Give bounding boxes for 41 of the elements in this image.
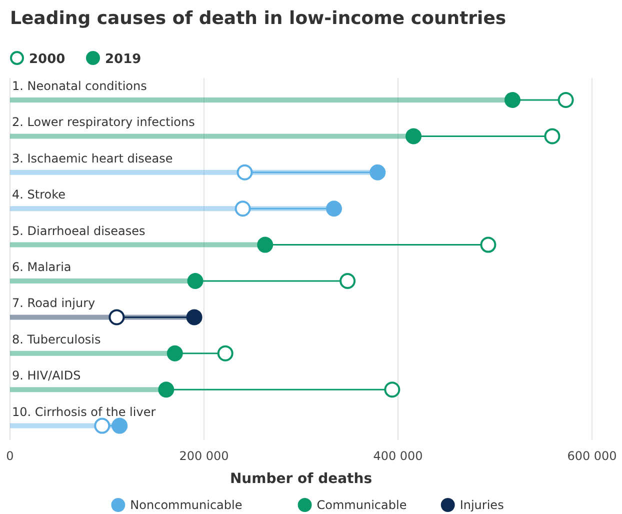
y-tick-label: 3. Ischaemic heart disease xyxy=(12,151,173,166)
point xyxy=(234,200,251,217)
legend-label: Communicable xyxy=(316,498,407,512)
y-tick-label: 7. Road injury xyxy=(12,296,96,310)
x-tick-label: 600 000 xyxy=(567,449,617,463)
point xyxy=(217,345,234,362)
point xyxy=(257,236,274,253)
x-tick-label: 400 000 xyxy=(373,449,423,463)
point xyxy=(544,128,560,144)
point xyxy=(166,345,183,362)
point xyxy=(340,273,356,289)
y-tick-label: 10. Cirrhosis of the liver xyxy=(12,404,156,419)
x-tick-label: 0 xyxy=(6,449,14,463)
y-tick-label: 1. Neonatal conditions xyxy=(12,79,147,93)
legend-label: Noncommunicable xyxy=(130,498,242,512)
point xyxy=(370,164,386,180)
y-tick-label: 2. Lower respiratory infections xyxy=(12,115,195,130)
point xyxy=(112,418,128,434)
chart-title: Leading causes of death in low-income countries xyxy=(10,8,506,29)
point xyxy=(94,418,110,434)
y-tick-label: 5. Diarrhoeal diseases xyxy=(12,224,146,238)
point xyxy=(326,200,342,217)
point xyxy=(236,164,253,180)
y-tick-label: 9. HIV/AIDS xyxy=(12,368,81,383)
y-tick-label: 6. Malaria xyxy=(12,260,72,274)
point xyxy=(406,128,422,144)
point xyxy=(108,309,125,326)
y-tick-label: 4. Stroke xyxy=(12,188,66,202)
point xyxy=(384,382,400,398)
x-axis-title: Number of deaths xyxy=(230,471,372,487)
point xyxy=(158,382,174,398)
point xyxy=(558,92,574,108)
legend-label: 2019 xyxy=(105,52,142,67)
point xyxy=(480,236,496,253)
legend-label: Injuries xyxy=(460,498,504,512)
point xyxy=(187,273,204,289)
point xyxy=(186,309,202,326)
point xyxy=(504,92,520,108)
x-tick-label: 200 000 xyxy=(179,449,229,463)
legend-label: 2000 xyxy=(29,52,66,67)
y-tick-label: 8. Tuberculosis xyxy=(12,332,101,346)
